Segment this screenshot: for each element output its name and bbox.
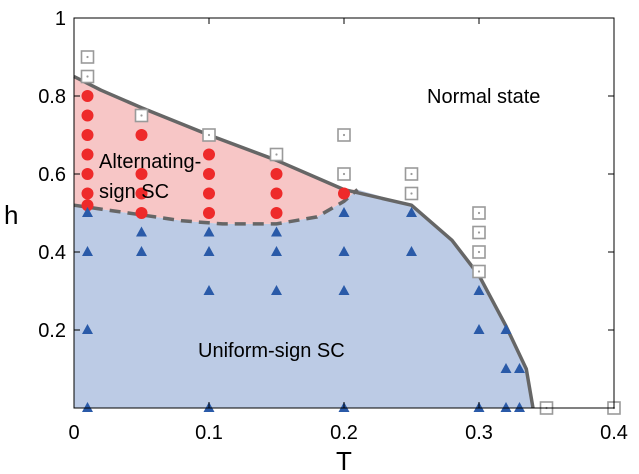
axis-ticks: 0 0.1 0.2 0.3 0.4 0.2 0.4 0.6 0.8 1 — [38, 8, 628, 444]
dotted-square-marker-2-3 — [202, 128, 216, 142]
dotted-square-marker-2-0 — [80, 50, 95, 64]
triangle-marker-1-12 — [271, 285, 282, 295]
circle-marker-0-15 — [270, 168, 283, 180]
dotted-square-marker-2-11 — [472, 245, 486, 259]
dotted-square-marker-2-10 — [472, 225, 486, 240]
circle-marker-0-17 — [270, 207, 283, 219]
dotted-square-marker-2-6 — [337, 167, 351, 181]
y-tick-label-2: 0.6 — [38, 164, 66, 186]
x-tick-label-1: 0.1 — [195, 422, 223, 444]
triangle-marker-1-23 — [500, 363, 512, 373]
triangle-marker-1-6 — [203, 226, 215, 237]
circle-marker-0-2 — [81, 129, 94, 141]
circle-marker-0-11 — [203, 148, 215, 161]
circle-marker-0-6 — [81, 199, 94, 212]
triangle-marker-1-25 — [514, 363, 525, 373]
triangle-marker-1-4 — [136, 226, 147, 237]
circle-marker-0-10 — [135, 207, 148, 219]
triangle-marker-1-1 — [82, 246, 93, 256]
dotted-square-marker-2-7 — [404, 167, 419, 181]
circle-marker-0-4 — [81, 168, 94, 180]
y-tick-label-0: 0.2 — [38, 320, 66, 342]
y-tick-label-3: 0.8 — [38, 86, 66, 108]
circle-marker-0-13 — [203, 187, 215, 200]
triangle-marker-1-15 — [338, 285, 350, 295]
alternating-sign-sc-label: Alternating- sign SC — [99, 151, 207, 203]
circle-marker-0-0 — [81, 90, 94, 102]
triangle-marker-1-11 — [271, 246, 282, 256]
dotted-square-marker-2-5 — [337, 128, 351, 142]
circle-marker-0-3 — [81, 148, 94, 161]
dotted-square-marker-2-2 — [134, 108, 149, 123]
triangle-marker-1-3 — [82, 402, 93, 412]
uniform-sign-sc-region — [74, 189, 533, 408]
triangle-marker-1-8 — [203, 285, 215, 295]
dotted-square-marker-2-9 — [472, 206, 486, 220]
x-tick-label-0: 0 — [68, 422, 79, 444]
alternating-sign-sc-label-line1: Alternating- — [99, 151, 201, 173]
triangle-marker-1-22 — [500, 324, 512, 334]
triangle-marker-1-17 — [406, 207, 417, 217]
circle-marker-0-7 — [135, 129, 148, 141]
dotted-square-marker-2-8 — [404, 186, 419, 201]
alternating-sign-sc-label-line2: sign SC — [99, 181, 169, 203]
circle-marker-0-14 — [203, 207, 215, 219]
triangle-marker-1-10 — [271, 226, 282, 237]
triangle-marker-1-14 — [338, 246, 350, 256]
triangle-marker-1-2 — [82, 324, 93, 334]
x-tick-label-4: 0.4 — [600, 422, 628, 444]
triangle-marker-1-26 — [514, 402, 525, 412]
x-axis-label: T — [336, 446, 352, 474]
data-points — [80, 50, 621, 415]
normal-state-label: Normal state — [427, 86, 540, 108]
dotted-square-marker-2-4 — [269, 147, 284, 162]
dotted-square-marker-2-12 — [472, 264, 486, 279]
triangle-marker-1-20 — [473, 324, 485, 334]
triangle-marker-1-5 — [136, 246, 147, 256]
circle-marker-0-8 — [135, 168, 148, 180]
x-tick-label-2: 0.2 — [330, 422, 358, 444]
triangle-marker-1-7 — [203, 246, 215, 256]
circle-marker-0-16 — [270, 187, 283, 200]
triangle-marker-1-24 — [500, 402, 512, 412]
y-tick-label-4: 1 — [55, 8, 66, 30]
circle-marker-0-18 — [338, 187, 350, 200]
circle-marker-0-9 — [135, 187, 148, 200]
triangle-marker-1-13 — [338, 207, 350, 217]
x-tick-label-3: 0.3 — [465, 422, 493, 444]
uniform-sign-sc-label: Uniform-sign SC — [198, 340, 345, 362]
triangle-marker-1-18 — [406, 246, 417, 256]
lower-phase-boundary — [73, 188, 359, 226]
y-axis-label: h — [4, 200, 18, 230]
triangle-marker-1-0 — [82, 207, 93, 217]
circle-marker-0-12 — [203, 168, 215, 180]
triangle-marker-1-19 — [473, 285, 485, 295]
circle-marker-0-1 — [81, 109, 94, 122]
circle-marker-0-5 — [81, 187, 94, 200]
dotted-square-marker-2-1 — [80, 69, 95, 84]
y-tick-label-1: 0.4 — [38, 242, 66, 264]
